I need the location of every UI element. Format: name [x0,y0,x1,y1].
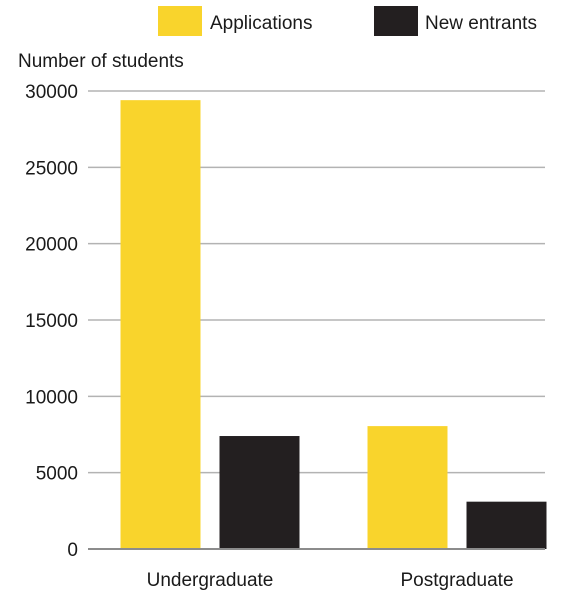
y-tick-label-10000: 10000 [25,387,78,408]
category-labels: Undergraduate Postgraduate [147,570,514,591]
legend-label-new-entrants: New entrants [425,13,537,34]
bar-undergraduate-applications [120,100,201,549]
bars [120,100,547,549]
legend-item-new-entrants: New entrants [374,6,537,36]
y-axis-label: Number of students [18,51,184,72]
x-tick-label-undergraduate: Undergraduate [147,570,274,591]
legend-item-applications: Applications [158,6,312,36]
y-tick-label-30000: 30000 [25,82,78,103]
legend-label-applications: Applications [210,13,312,34]
y-tick-labels: 0 5000 10000 15000 20000 25000 30000 [25,82,78,561]
bar-postgraduate-applications [367,426,448,549]
y-tick-label-25000: 25000 [25,158,78,179]
legend: Applications New entrants [158,6,537,36]
bar-postgraduate-new-entrants [466,501,547,549]
y-tick-label-0: 0 [67,540,78,561]
legend-swatch-new-entrants [374,6,418,36]
bar-undergraduate-new-entrants [219,436,300,549]
x-tick-label-postgraduate: Postgraduate [400,570,513,591]
y-tick-label-15000: 15000 [25,311,78,332]
y-tick-label-5000: 5000 [36,464,78,485]
legend-swatch-applications [158,6,202,36]
y-tick-label-20000: 20000 [25,235,78,256]
